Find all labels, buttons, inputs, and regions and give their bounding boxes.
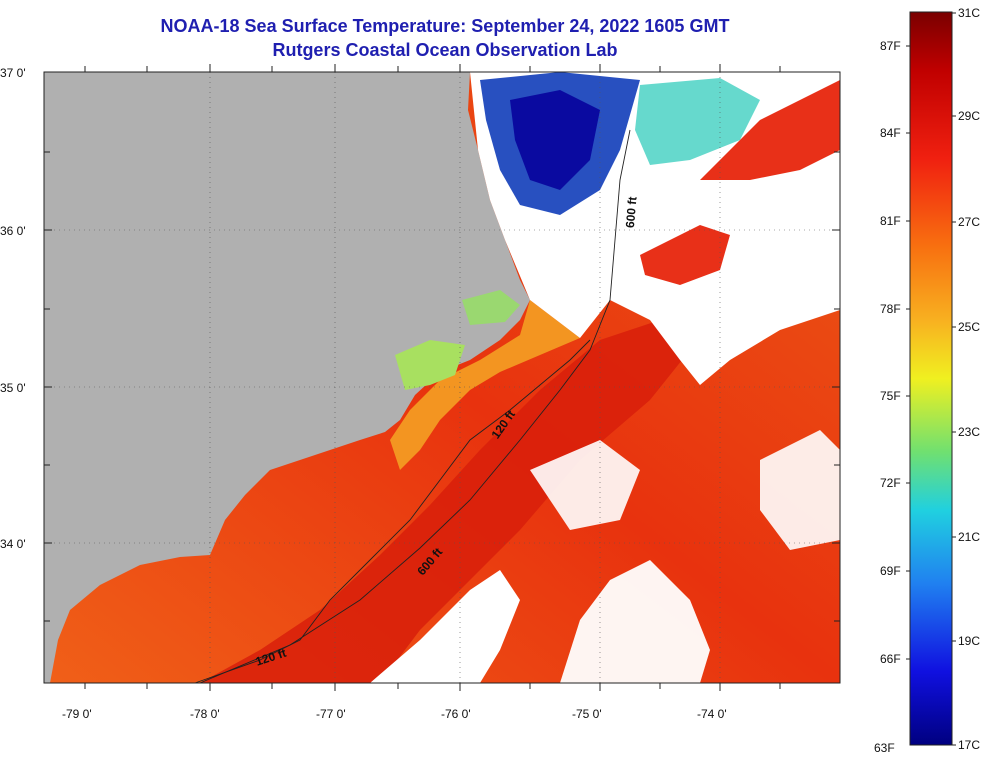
lon-label-75: -75 0' — [572, 707, 602, 721]
map-frame — [43, 71, 841, 684]
temperature-colorbar: 31C 29C 27C 25C 23C 21C 19C 17C 87F 84F … — [874, 6, 980, 755]
lon-label-76: -76 0' — [441, 707, 471, 721]
lat-label-36: 36 0' — [0, 224, 26, 238]
lon-label-78: -78 0' — [190, 707, 220, 721]
cloud-cover-south — [370, 570, 520, 683]
isobath-600ft — [199, 129, 631, 684]
nearshore-band — [390, 300, 580, 470]
warm-ne-tongue — [700, 80, 840, 180]
cb-celsius-21: 21C — [958, 530, 980, 544]
cb-fahrenheit-81: 81F — [880, 214, 901, 228]
cold-water-core — [510, 90, 600, 190]
cb-fahrenheit-69: 69F — [880, 564, 901, 578]
cb-celsius-27: 27C — [958, 215, 980, 229]
sound-greens — [395, 340, 465, 390]
cyan-fringe — [635, 78, 760, 165]
lon-label-79: -79 0' — [62, 707, 92, 721]
lon-label-74: -74 0' — [697, 707, 727, 721]
isobath-contours — [194, 129, 631, 684]
cb-celsius-23: 23C — [958, 425, 980, 439]
cb-fahrenheit-75: 75F — [880, 389, 901, 403]
sound-greens-2 — [462, 290, 520, 325]
cloud-cover-far-east — [760, 430, 840, 550]
colorbar-gradient — [909, 11, 953, 746]
lon-label-77: -77 0' — [316, 707, 346, 721]
cloud-cover-southeast — [560, 560, 710, 683]
cb-celsius-29: 29C — [958, 109, 980, 123]
tick-marks — [44, 64, 840, 691]
cb-fahrenheit-87: 87F — [880, 39, 901, 53]
gulf-stream-core — [200, 320, 690, 683]
map-title: NOAA-18 Sea Surface Temperature: Septemb… — [160, 16, 730, 36]
cb-fahrenheit-78: 78F — [880, 302, 901, 316]
contour-label-600ft-north: 600 ft — [623, 196, 640, 228]
cb-fahrenheit-66: 66F — [880, 652, 901, 666]
map-subtitle: Rutgers Coastal Ocean Observation Lab — [272, 40, 618, 60]
colorbar-ticks — [906, 12, 956, 746]
land-mass — [44, 72, 530, 683]
cloud-cover-east — [530, 440, 640, 530]
lat-label-35: 35 0' — [0, 381, 26, 395]
isobath-120ft — [194, 339, 591, 684]
cb-celsius-25: 25C — [958, 320, 980, 334]
graticule — [44, 72, 840, 683]
lat-label-37: 37 0' — [0, 66, 26, 80]
cb-fahrenheit-72: 72F — [880, 476, 901, 490]
cb-fahrenheit-63: 63F — [874, 741, 895, 755]
cb-fahrenheit-84: 84F — [880, 126, 901, 140]
cb-celsius-31: 31C — [958, 6, 980, 20]
warm-eddy — [640, 225, 730, 285]
cb-celsius-17: 17C — [958, 738, 980, 752]
cb-celsius-19: 19C — [958, 634, 980, 648]
lat-label-34: 34 0' — [0, 537, 26, 551]
sst-map: 120 ft 600 ft 120 ft 600 ft 37 0' 36 0' … — [0, 64, 841, 721]
